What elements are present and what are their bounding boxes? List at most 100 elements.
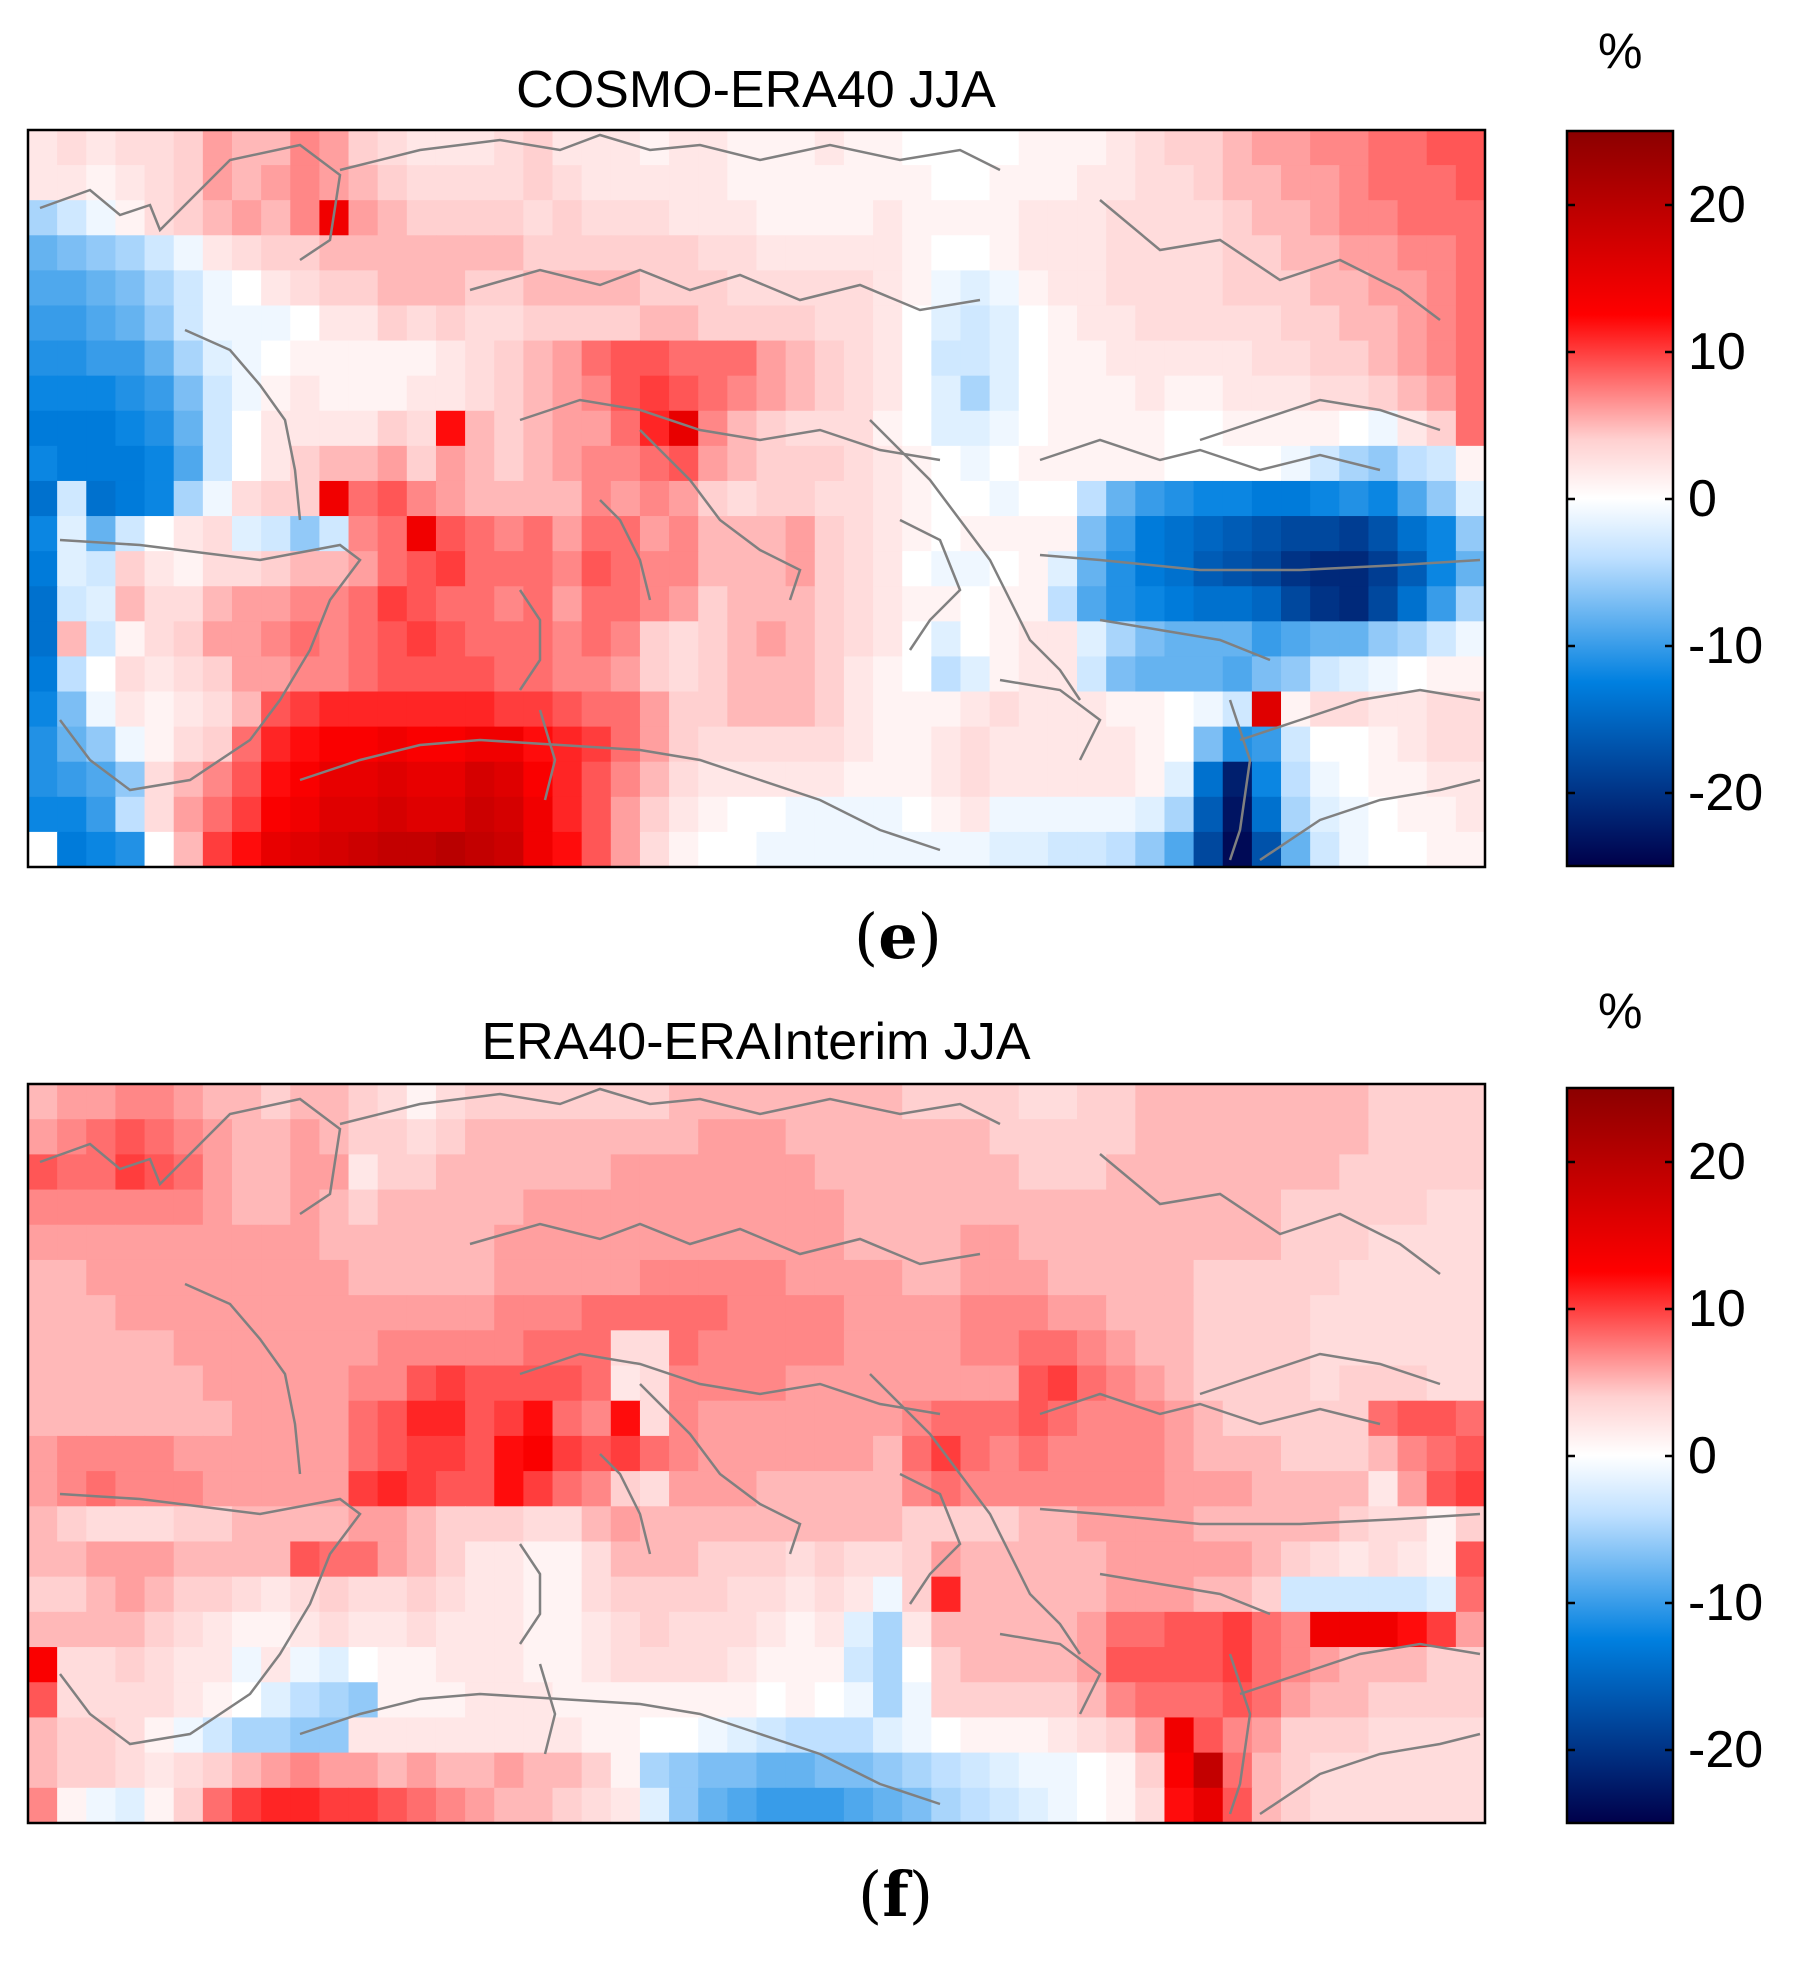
heatmap-cell <box>1018 551 1049 587</box>
heatmap-cell <box>1368 1084 1399 1120</box>
heatmap-cell <box>290 1259 320 1296</box>
heatmap-cell <box>319 761 350 798</box>
heatmap-cell <box>86 1435 117 1472</box>
heatmap-cell <box>290 1682 320 1719</box>
heatmap-cell <box>28 1365 58 1402</box>
heatmap-cell <box>581 1752 612 1789</box>
heatmap-cell <box>1397 1119 1428 1155</box>
heatmap-cell <box>814 656 845 693</box>
heatmap-cell <box>261 1647 291 1683</box>
heatmap-cell <box>465 1717 495 1754</box>
heatmap-cell <box>202 1541 233 1578</box>
heatmap-cell <box>319 1506 350 1543</box>
heatmap-cell <box>1018 1471 1049 1507</box>
heatmap-cell <box>610 445 641 482</box>
heatmap-cell <box>1251 410 1282 447</box>
heatmap-cell <box>202 1506 233 1543</box>
heatmap-cell <box>552 1611 583 1648</box>
heatmap-cell <box>1339 1611 1370 1648</box>
heatmap-cell <box>1222 1752 1253 1789</box>
heatmap-cell <box>290 1295 320 1331</box>
heatmap-cell <box>435 831 466 868</box>
heatmap-cell <box>639 375 670 412</box>
heatmap-cell <box>231 480 262 517</box>
heatmap-cell <box>86 1224 117 1261</box>
heatmap-cell <box>1281 1365 1311 1402</box>
heatmap-cell <box>931 235 962 271</box>
heatmap-cell <box>1455 1365 1486 1402</box>
heatmap-cell <box>86 586 117 622</box>
heatmap-cell <box>756 1365 787 1402</box>
heatmap-cell <box>581 691 612 728</box>
heatmap-cell <box>406 1259 437 1296</box>
heatmap-cell <box>1397 1259 1428 1296</box>
heatmap-cell <box>639 165 670 201</box>
heatmap-cell <box>1310 1752 1340 1789</box>
heatmap-cell <box>610 621 641 658</box>
heatmap-cell <box>86 516 117 552</box>
heatmap-cell <box>1193 831 1224 868</box>
heatmap-cell <box>960 726 991 763</box>
heatmap-cell <box>873 1717 903 1754</box>
heatmap-cell <box>1426 445 1457 482</box>
heatmap-cell <box>115 375 146 412</box>
heatmap-cell <box>1077 1295 1107 1331</box>
heatmap-cell <box>494 1400 524 1437</box>
heatmap-cell <box>115 1330 146 1367</box>
heatmap-cell <box>115 1084 146 1120</box>
heatmap-cell <box>1193 1365 1224 1402</box>
heatmap-cell <box>902 130 932 166</box>
heatmap-cell <box>494 1506 524 1543</box>
heatmap-cell <box>319 410 350 447</box>
heatmap-cell <box>406 375 437 412</box>
heatmap-cell <box>960 200 991 236</box>
heatmap-cell <box>843 445 874 482</box>
heatmap-cell <box>873 305 903 342</box>
heatmap-cell <box>1251 165 1282 201</box>
heatmap-cell <box>698 1330 728 1367</box>
heatmap-cell <box>348 1435 379 1472</box>
heatmap-cell <box>552 551 583 587</box>
heatmap-cell <box>523 1682 554 1719</box>
heatmap-cell <box>581 1541 612 1578</box>
colorbar-f <box>1565 1086 1675 1825</box>
heatmap-cell <box>144 1365 175 1402</box>
heatmap-cell <box>698 1787 728 1824</box>
heatmap-cell <box>1251 656 1282 693</box>
heatmap-cell <box>1135 1330 1166 1367</box>
heatmap-cell <box>406 1330 437 1367</box>
heatmap-cell <box>785 1259 816 1296</box>
heatmap-cell <box>1339 1224 1370 1261</box>
heatmap-cell <box>173 726 204 763</box>
heatmap-cell <box>202 200 233 236</box>
heatmap-cell <box>1222 340 1253 377</box>
heatmap-cell <box>144 270 175 307</box>
heatmap-cell <box>727 1189 758 1226</box>
heatmap-cell <box>202 1611 233 1648</box>
heatmap-cell <box>989 1787 1020 1824</box>
heatmap-cell <box>1426 130 1457 166</box>
heatmap-cell <box>377 691 408 728</box>
heatmap-cell <box>465 1576 495 1613</box>
heatmap-cell <box>960 831 991 868</box>
heatmap-cell <box>202 621 233 658</box>
heatmap-cell <box>319 1647 350 1683</box>
heatmap-cell <box>28 656 58 693</box>
heatmap-cell <box>1310 375 1340 412</box>
heatmap-cell <box>581 480 612 517</box>
heatmap-cell <box>348 1189 379 1226</box>
heatmap-cell <box>1047 621 1078 658</box>
heatmap-cell <box>639 1189 670 1226</box>
heatmap-cell <box>902 1119 932 1155</box>
heatmap-cell <box>465 1365 495 1402</box>
heatmap-cell <box>610 1682 641 1719</box>
heatmap-cell <box>931 516 962 552</box>
heatmap-cell <box>698 831 728 868</box>
heatmap-cell <box>669 1471 699 1507</box>
heatmap-cell <box>231 1400 262 1437</box>
heatmap-cell <box>173 1435 204 1472</box>
heatmap-cell <box>1106 586 1136 622</box>
heatmap-cell <box>86 445 117 482</box>
heatmap-cell <box>494 1435 524 1472</box>
heatmap-cell <box>494 235 524 271</box>
